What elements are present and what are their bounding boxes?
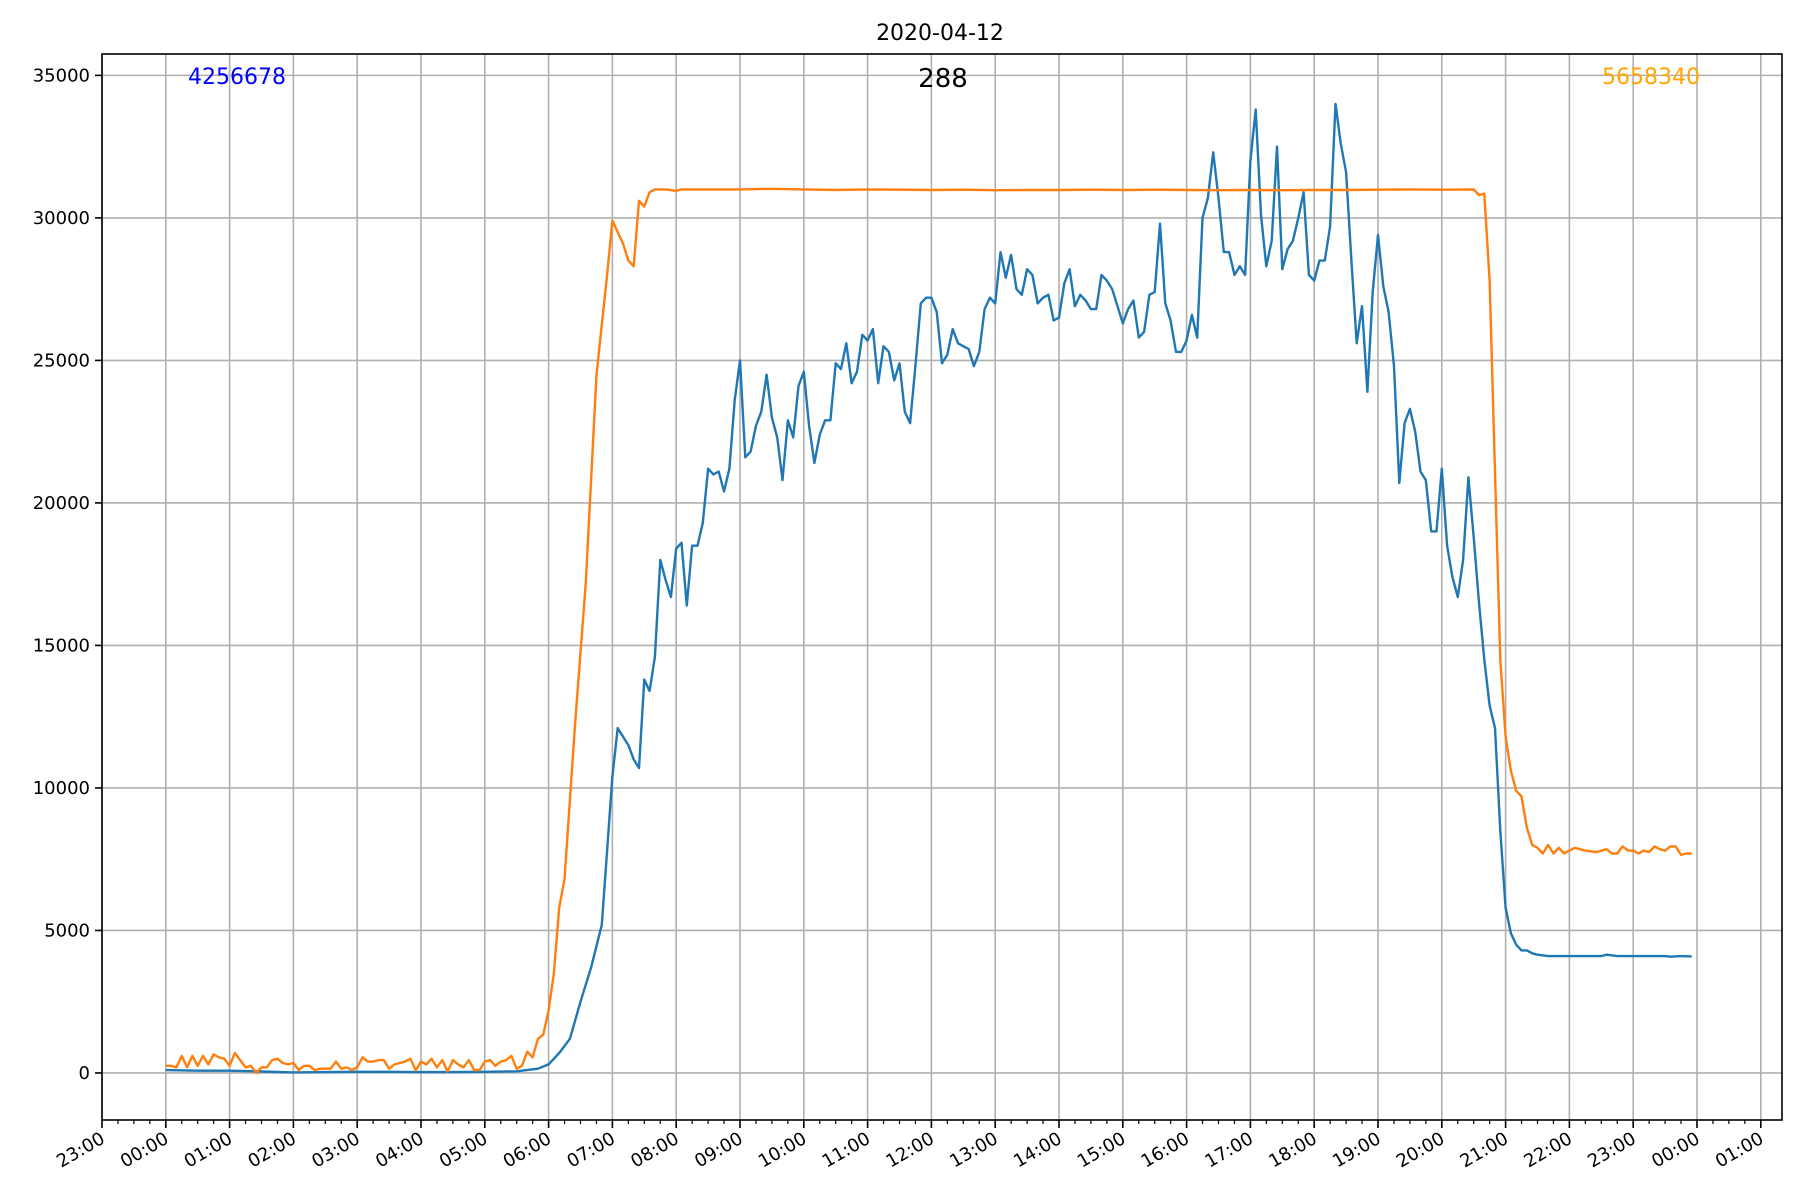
x-tick-label: 23:00 <box>1584 1128 1639 1172</box>
annotation-left: 4256678 <box>188 65 286 90</box>
x-tick-label: 00:00 <box>1648 1128 1703 1172</box>
chart-title: 2020-04-12 <box>876 21 1004 46</box>
x-tick-label: 18:00 <box>1265 1128 1320 1172</box>
x-tick-label: 14:00 <box>1010 1128 1065 1172</box>
y-tick-label: 15000 <box>33 635 90 656</box>
x-tick-label: 03:00 <box>308 1128 363 1172</box>
series-line-2 <box>165 187 1692 1075</box>
x-tick-label: 13:00 <box>946 1128 1001 1172</box>
x-tick-label: 02:00 <box>244 1128 299 1172</box>
x-tick-label: 20:00 <box>1393 1128 1448 1172</box>
annotation-center: 288 <box>918 64 968 94</box>
y-tick-label: 25000 <box>33 350 90 371</box>
series-layer <box>165 102 1692 1075</box>
y-tick-label: 20000 <box>33 493 90 514</box>
x-tick-label: 22:00 <box>1520 1128 1575 1172</box>
x-tick-label: 23:00 <box>53 1128 108 1172</box>
y-tick-label: 0 <box>79 1063 90 1084</box>
x-tick-label: 10:00 <box>755 1128 810 1172</box>
x-tick-label: 00:00 <box>117 1128 172 1172</box>
x-tick-label: 12:00 <box>882 1128 937 1172</box>
x-tick-label: 17:00 <box>1201 1128 1256 1172</box>
y-tick-label: 30000 <box>33 208 90 229</box>
x-tick-label: 16:00 <box>1138 1128 1193 1172</box>
x-tick-label: 06:00 <box>500 1128 555 1172</box>
grid <box>101 54 1782 1120</box>
x-tick-label: 19:00 <box>1329 1128 1384 1172</box>
x-tick-label: 05:00 <box>436 1128 491 1172</box>
annotation-right: 5658340 <box>1602 65 1700 90</box>
x-tick-label: 21:00 <box>1457 1128 1512 1172</box>
x-tick-label: 15:00 <box>1074 1128 1129 1172</box>
x-tick-label: 04:00 <box>372 1128 427 1172</box>
x-tick-label: 09:00 <box>691 1128 746 1172</box>
x-tick-label: 07:00 <box>563 1128 618 1172</box>
x-tick-label: 11:00 <box>819 1128 874 1172</box>
y-tick-label: 10000 <box>33 778 90 799</box>
x-tick-label: 01:00 <box>181 1128 236 1172</box>
plot-frame <box>101 53 1783 1121</box>
series-line-1 <box>165 102 1692 1074</box>
y-tick-label: 35000 <box>33 65 90 86</box>
x-tick-label: 01:00 <box>1712 1128 1767 1172</box>
y-tick-label: 5000 <box>44 920 90 941</box>
x-tick-label: 08:00 <box>627 1128 682 1172</box>
